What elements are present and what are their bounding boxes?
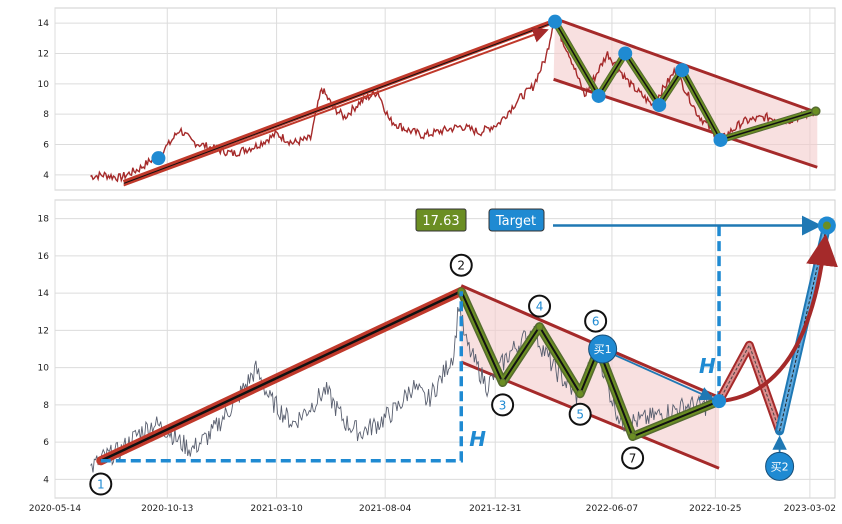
wave-label-text: 7 [629, 451, 637, 465]
top-y-ticks: 4 6 8 10 12 14 [38, 19, 50, 181]
wave-label-circle [449, 253, 473, 277]
top-end-point [811, 106, 821, 116]
x-tick-label: 2022-10-25 [689, 504, 741, 514]
bottom-x-ticks: 2020-05-14 2020-10-13 2021-03-10 2021-08-04… [29, 504, 836, 514]
bottom-trend-core [100, 290, 462, 462]
top-y-tick-label: 4 [43, 171, 49, 181]
target-marker-core [822, 221, 831, 230]
wave-label-circle [584, 309, 608, 333]
x-tick-label: 2020-05-14 [29, 504, 82, 514]
h-measure: HH [100, 225, 721, 463]
top-pattern-point [618, 46, 633, 61]
bottom-pattern-point [535, 322, 544, 331]
top-pattern-point [675, 63, 690, 78]
top-grid [54, 8, 835, 190]
top-y-tick-label: 10 [38, 80, 50, 90]
top-y-tick-label: 12 [38, 50, 49, 60]
bottom-y-tick-label: 18 [38, 215, 50, 225]
x-tick-label: 2022-06-07 [586, 504, 638, 514]
wave-labels: 1 2 3 4 5 6 7 买1 买2 [89, 253, 795, 496]
bottom-pattern-point [628, 432, 637, 441]
h-label-2: H [699, 354, 716, 378]
buy-1-text: 买1 [594, 343, 612, 356]
x-tick-label: 2021-08-04 [359, 504, 412, 514]
x-tick-label: 2020-10-13 [141, 504, 193, 514]
top-pattern-point [591, 88, 606, 103]
target-value-badge: 17.63 [415, 208, 467, 232]
x-tick-label: 2023-03-02 [784, 504, 836, 514]
wave-label-circle [621, 446, 645, 470]
bottom-y-tick-label: 14 [38, 289, 50, 299]
top-y-tick-label: 6 [43, 141, 49, 151]
wave-label-text: 4 [536, 300, 544, 314]
bottom-y-tick-label: 16 [38, 252, 50, 262]
bottom-trend-line [96, 286, 466, 466]
target-label-text: Target [495, 214, 536, 229]
bottom-grid [54, 200, 835, 498]
top-pattern-point [652, 98, 667, 113]
top-pattern-point [548, 14, 563, 29]
wave-label-circle [89, 472, 113, 496]
top-markers [151, 14, 821, 166]
buy-1-arrow [614, 354, 715, 401]
buy-1-circle [588, 334, 618, 364]
bottom-y-tick-label: 8 [43, 401, 49, 411]
h-label-1: H [469, 427, 486, 451]
buy-2-circle [765, 451, 795, 481]
projection-zigzag-dots [718, 344, 781, 432]
top-pattern-point [713, 132, 728, 147]
wave-label-text: 5 [576, 408, 584, 422]
top-y-tick-label: 8 [43, 110, 49, 120]
wave-label-text: 1 [97, 478, 105, 492]
bottom-pattern-point [498, 378, 507, 387]
wave-label-circle [568, 402, 592, 426]
top-trend-arrow [123, 27, 549, 187]
projection [553, 215, 838, 436]
bottom-channel-upper [460, 284, 720, 399]
bottom-price-line [90, 306, 716, 473]
wave-label-circle [528, 294, 552, 318]
point-8-marker [712, 394, 727, 409]
top-y-tick-label: 14 [38, 19, 50, 29]
bottom-zigzag [457, 287, 721, 441]
wave-label-text: 3 [499, 398, 507, 412]
curved-arrow [718, 233, 838, 404]
h-measure-1 [100, 291, 463, 463]
target-label-badge: Target [488, 208, 545, 232]
bottom-y-tick-label: 4 [43, 475, 49, 485]
top-trend-thick [122, 20, 550, 185]
wave-label-circle [491, 393, 515, 417]
bottom-price-path [90, 306, 716, 473]
buy-2-text: 买2 [771, 460, 789, 473]
top-panel: 4 6 8 10 12 14 [38, 7, 836, 191]
bottom-y-tick-label: 6 [43, 438, 49, 448]
wave-label-text: 6 [592, 315, 600, 329]
bottom-y-ticks: 4 6 8 10 12 14 16 18 [38, 215, 50, 486]
x-tick-label: 2021-12-31 [469, 504, 521, 514]
bottom-pattern-point [576, 389, 585, 398]
bottom-y-tick-label: 12 [38, 326, 49, 336]
top-trend-line [122, 20, 550, 187]
bottom-y-tick-label: 10 [38, 364, 50, 374]
x-tick-label: 2021-03-10 [250, 504, 303, 514]
target-value-text: 17.63 [422, 214, 459, 229]
top-pattern-point [151, 151, 166, 166]
top-trend-core [123, 23, 550, 184]
wave-label-text: 2 [457, 259, 465, 273]
